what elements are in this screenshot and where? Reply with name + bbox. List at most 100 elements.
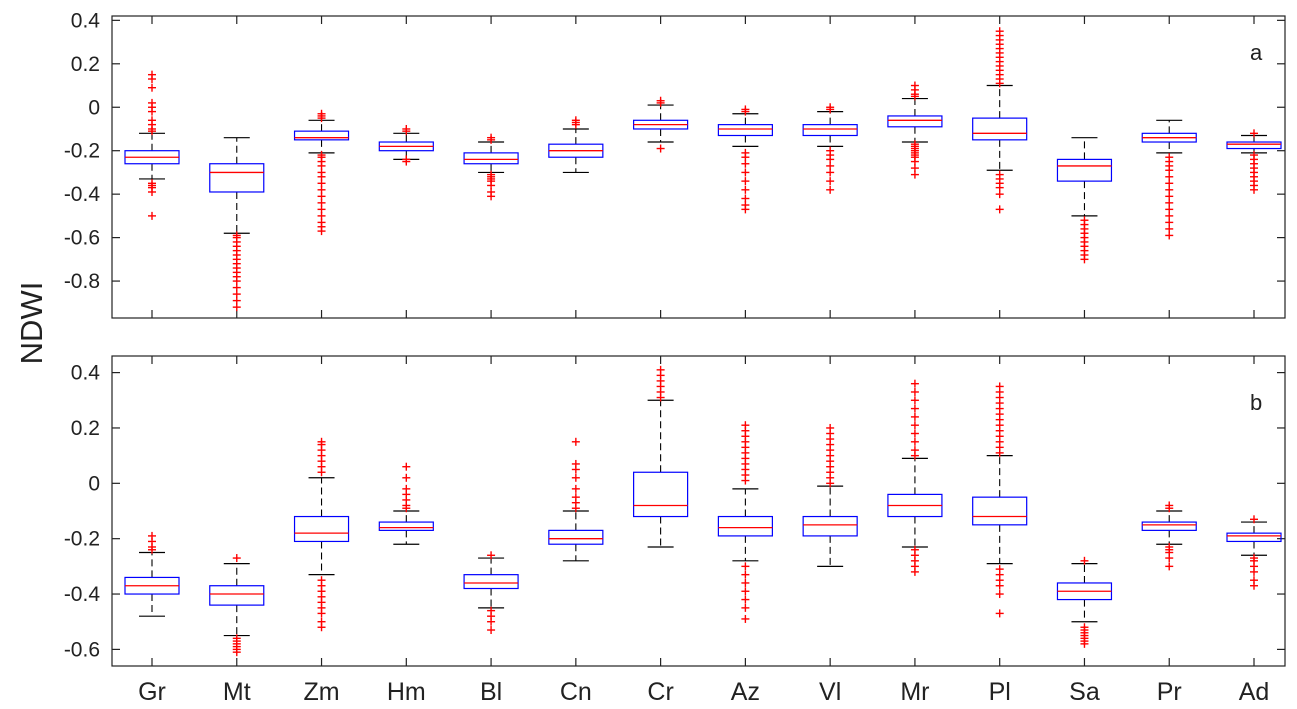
outlier-point	[741, 603, 750, 612]
x-tick-label: Mt	[223, 678, 251, 706]
outlier-point	[741, 595, 750, 604]
outlier-point	[1165, 231, 1174, 240]
box-vl	[802, 423, 858, 567]
outlier-point	[317, 114, 326, 123]
iqr-box	[548, 529, 604, 545]
x-tick-label: Pr	[1157, 678, 1182, 706]
outlier-point	[826, 105, 835, 114]
outlier-point	[656, 393, 665, 402]
box-mt	[209, 554, 265, 657]
iqr-box	[378, 521, 434, 531]
y-tick-label: 0	[88, 472, 100, 495]
outlier-point	[571, 120, 580, 129]
outlier-point	[317, 609, 326, 618]
outlier-point	[571, 484, 580, 493]
y-tick-label: -0.6	[64, 227, 100, 250]
outlier-point	[317, 623, 326, 632]
box-hm	[378, 124, 434, 166]
outlier-point	[995, 448, 1004, 457]
box-az	[717, 105, 773, 214]
iqr-box	[802, 124, 858, 137]
outlier-point	[402, 504, 411, 513]
outlier-point	[148, 107, 156, 116]
outlier-point	[910, 379, 919, 388]
box-pr	[1141, 119, 1197, 240]
x-tick-label: Vl	[819, 678, 841, 706]
x-tick-label: Az	[731, 678, 760, 706]
outlier-point	[1250, 567, 1258, 576]
panel-label: b	[1250, 390, 1262, 415]
outlier-point	[148, 187, 156, 196]
box-mr	[887, 379, 943, 576]
x-tick-label: Ad	[1239, 678, 1270, 706]
outlier-point	[741, 614, 750, 623]
outlier-point	[910, 404, 919, 413]
outlier-point	[402, 127, 411, 136]
outlier-point	[148, 211, 156, 220]
iqr-box	[293, 515, 350, 543]
x-tick-label: Mr	[900, 678, 929, 706]
x-tick-label: Cr	[647, 678, 673, 706]
outlier-point	[148, 545, 156, 554]
x-tick-label: Bl	[480, 678, 502, 706]
outlier-point	[741, 562, 750, 571]
outlier-point	[1165, 554, 1174, 563]
outlier-point	[995, 609, 1004, 618]
outlier-point	[656, 144, 665, 153]
box-hm	[378, 462, 434, 545]
box-pr	[1141, 501, 1197, 571]
iqr-box	[209, 585, 265, 606]
x-tick-labels: Gr Mt Zm Hm Bl Cn Cr Az Vl Mr Pl Sa Pr Ad	[138, 678, 1269, 706]
outlier-point	[910, 429, 919, 438]
outlier-point	[656, 96, 665, 105]
outlier-point	[1250, 581, 1258, 590]
outlier-point	[402, 473, 411, 482]
outlier-point	[1080, 556, 1089, 565]
outlier-point	[995, 581, 1004, 590]
iqr-box	[1141, 521, 1197, 531]
outlier-point	[1250, 185, 1258, 194]
outlier-point	[148, 83, 156, 92]
outlier-point	[1250, 129, 1258, 138]
outlier-point	[995, 590, 1004, 599]
box-pl	[972, 27, 1028, 214]
outlier-point	[995, 79, 1004, 88]
box-cr	[633, 96, 689, 153]
y-tick-label: -0.2	[64, 528, 100, 551]
outlier-point	[148, 127, 156, 136]
iqr-box	[463, 574, 519, 590]
iqr-box	[972, 117, 1028, 141]
y-tick-label: 0	[88, 96, 100, 119]
box-bl	[463, 551, 519, 635]
panel-label: a	[1250, 40, 1263, 65]
outlier-point	[571, 465, 580, 474]
box-gr	[124, 531, 180, 617]
outlier-point	[910, 387, 919, 396]
outlier-point	[487, 626, 496, 635]
box-zm	[293, 437, 350, 632]
iqr-box	[633, 471, 689, 518]
outlier-point	[910, 567, 919, 576]
box-zm	[293, 109, 350, 236]
box-sa	[1056, 137, 1113, 264]
outlier-point	[402, 157, 411, 166]
box-vl	[802, 103, 858, 194]
box-ad	[1226, 129, 1282, 194]
box-ad	[1226, 515, 1282, 590]
outlier-point	[1080, 255, 1089, 264]
y-tick-label: 0.4	[71, 362, 101, 385]
outlier-point	[910, 437, 919, 446]
outlier-point	[741, 205, 750, 214]
box-cr	[633, 365, 689, 548]
y-tick-label: 0.4	[71, 9, 101, 32]
outlier-point	[741, 168, 750, 177]
x-tick-label: Cn	[560, 678, 592, 706]
iqr-box	[1226, 141, 1282, 150]
iqr-box	[1056, 158, 1113, 182]
outlier-point	[1250, 515, 1258, 524]
outlier-point	[1165, 562, 1174, 571]
outlier-point	[995, 190, 1004, 199]
box-cn	[548, 116, 604, 174]
y-tick-label: 0.2	[71, 417, 100, 440]
